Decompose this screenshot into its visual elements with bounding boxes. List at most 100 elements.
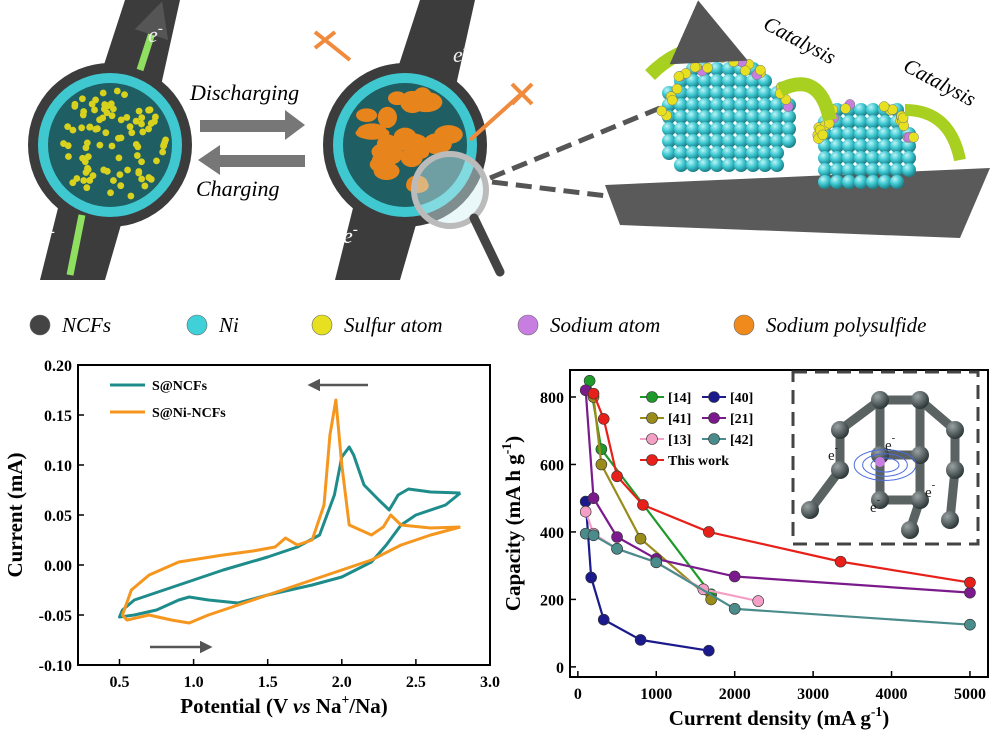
- ni-atom: [698, 158, 712, 172]
- electron-label: e-: [453, 40, 468, 67]
- atom: [831, 461, 849, 479]
- legend-label: [40]: [730, 391, 753, 406]
- ni-atom: [770, 122, 784, 136]
- y-tick-label: 0: [556, 660, 564, 677]
- inset: e-e-e-e-: [791, 370, 980, 546]
- ni-atom: [674, 98, 688, 112]
- ni-atom: [686, 86, 700, 100]
- legend-marker: [708, 391, 720, 403]
- polysulfide-blob: [381, 141, 403, 165]
- sulfur-dot: [91, 106, 98, 114]
- ni-atom: [902, 163, 916, 177]
- ni-atom: [866, 103, 880, 117]
- catalysis-arrow: [645, 0, 748, 81]
- chart: 0 1000 2000 3000 4000 5000 0 200 400 600 800 Curren…: [499, 369, 989, 730]
- legend-marker: [646, 433, 658, 445]
- inset-electron-label: e-: [828, 443, 839, 464]
- species-legend: NCFs Ni Sulfur atom Sodium atom Sodium polys…: [29, 313, 926, 337]
- legend-label: [41]: [668, 412, 691, 427]
- series-line: [117, 445, 462, 619]
- ni-atom: [782, 134, 796, 148]
- sulfur-dot: [92, 96, 99, 104]
- electron-label-sup: -: [353, 221, 358, 238]
- sulfur-dot: [135, 168, 143, 175]
- sulfur-dot: [124, 166, 131, 174]
- sulfur-dot: [134, 143, 142, 151]
- sulfur-dot: [64, 123, 72, 130]
- data-point: [634, 532, 647, 545]
- inset-electron-label: e-: [885, 433, 896, 454]
- x-tick-label: 1000: [640, 686, 672, 703]
- ni-atom: [866, 151, 880, 165]
- sulfur-dot: [138, 114, 146, 122]
- sulfur-dot: [81, 158, 89, 166]
- ni-atom: [890, 127, 904, 141]
- sulfur-dot: [99, 89, 107, 97]
- inset-electron-label: e-: [870, 495, 881, 516]
- ni-atom: [722, 134, 736, 148]
- ni-atom: [722, 110, 736, 124]
- ni-atom: [842, 175, 856, 189]
- x-tick-label: 3000: [797, 686, 829, 703]
- label-part: ): [501, 436, 525, 443]
- ni-atom: [722, 122, 736, 136]
- ni-atom: [902, 139, 916, 153]
- ni-atom: [722, 86, 736, 100]
- y-tick-label: 400: [540, 525, 564, 542]
- sulfur-dot: [145, 106, 152, 114]
- ni-atom: [722, 74, 736, 88]
- ni-atom: [758, 98, 772, 112]
- ni-atom: [890, 163, 904, 177]
- atom: [941, 511, 959, 529]
- electron-labels: e-e-e-e-: [40, 20, 468, 250]
- sulfur-dot: [138, 175, 146, 183]
- sulfur-dot: [69, 179, 77, 187]
- adsorbed-atom: [667, 94, 678, 106]
- sulfur-dot: [128, 129, 136, 137]
- sulfur-dot: [78, 124, 86, 132]
- sulfur-dot: [147, 175, 155, 183]
- inset-electron-label-base: e: [828, 448, 835, 464]
- legend-label: [13]: [668, 433, 691, 448]
- sulfur-dot: [115, 154, 123, 162]
- electron-arrow: [66, 214, 86, 276]
- legend-marker: [646, 391, 658, 403]
- ni-atom: [818, 175, 832, 189]
- ni-atom: [842, 127, 856, 141]
- sulfur-dot: [84, 153, 92, 161]
- atom: [911, 491, 929, 509]
- label-part: Na: [311, 694, 342, 718]
- ni-atom: [686, 98, 700, 112]
- ni-atom: [710, 98, 724, 112]
- y-tick-label: 800: [540, 390, 564, 407]
- atom: [871, 491, 889, 509]
- ni-atom: [854, 139, 868, 153]
- data-point: [595, 443, 608, 456]
- y-axis-label: Capacity (mA h g-1): [499, 436, 525, 611]
- y-tick-label: -0.05: [39, 608, 72, 625]
- sulfur-dot: [109, 105, 117, 113]
- y-tick-label: 0.15: [44, 408, 72, 425]
- ni-atom: [734, 134, 748, 148]
- electron-label-base: e: [343, 223, 353, 248]
- sulfur-dot: [116, 171, 124, 179]
- adsorbed-atom: [689, 61, 701, 73]
- sulfur-dot: [80, 177, 88, 184]
- ni-atom: [854, 103, 868, 117]
- x-tick-label: 2000: [719, 686, 751, 703]
- sulfur-dot: [152, 113, 159, 121]
- sulfur-dot: [123, 114, 131, 121]
- ni-atom: [710, 146, 724, 160]
- x-axis-label: Potential (V vs Na+/Na): [180, 692, 387, 718]
- catalysis-label: Catalysis: [760, 11, 840, 69]
- series-line: [120, 398, 461, 625]
- ni-atom: [758, 110, 772, 124]
- inset-electron-label-base: e: [885, 438, 892, 454]
- label-part: ): [882, 706, 889, 730]
- adsorbed-atom: [875, 457, 885, 467]
- ni-atom: [758, 122, 772, 136]
- y-tick-label: 0.05: [44, 508, 72, 525]
- ni-atom: [878, 163, 892, 177]
- label-part: Capacity (mA h g: [501, 454, 525, 611]
- catalysis-arrow: [904, 104, 966, 162]
